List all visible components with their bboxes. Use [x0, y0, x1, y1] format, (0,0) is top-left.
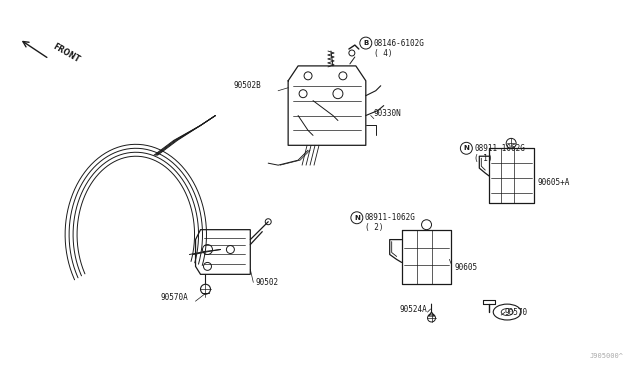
Text: FRONT: FRONT: [51, 42, 81, 65]
Text: 90502: 90502: [255, 278, 278, 287]
Text: ( 2): ( 2): [365, 223, 383, 232]
Text: 90524A: 90524A: [399, 305, 428, 314]
Text: 90605: 90605: [454, 263, 477, 272]
Text: J905000^: J905000^: [589, 353, 623, 359]
Text: 90330N: 90330N: [374, 109, 401, 118]
Text: 08146-6102G: 08146-6102G: [374, 39, 425, 48]
Text: 90502B: 90502B: [234, 81, 261, 90]
Text: B: B: [363, 40, 369, 46]
Text: 90605+A: 90605+A: [537, 177, 570, 186]
Text: 90570A: 90570A: [161, 293, 188, 302]
Text: N: N: [354, 215, 360, 221]
Text: 08911-1062G: 08911-1062G: [474, 144, 525, 153]
Text: N: N: [463, 145, 469, 151]
Text: ( 4): ( 4): [374, 48, 392, 58]
Text: ( 1): ( 1): [474, 154, 493, 163]
Text: 90570: 90570: [504, 308, 527, 317]
Text: 08911-1062G: 08911-1062G: [365, 213, 415, 222]
